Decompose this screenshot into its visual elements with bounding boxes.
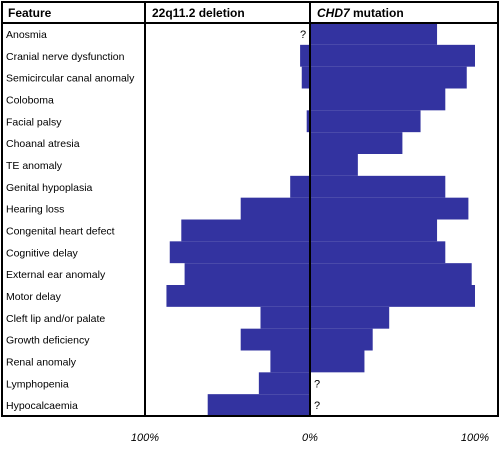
- header-22q11: 22q11.2 deletion: [152, 6, 245, 20]
- outer-border: [1, 1, 499, 417]
- bar-22q-17: [258, 372, 310, 395]
- unknown-marker: ?: [314, 400, 320, 412]
- feature-label: Renal anomaly: [6, 356, 77, 368]
- feature-label: Hypocalcaemia: [6, 400, 78, 412]
- bar-chd7-10: [310, 219, 438, 242]
- header-chd7-gene: CHD7: [317, 6, 351, 20]
- feature-label: Genital hypoplasia: [6, 182, 93, 194]
- bar-22q-9: [240, 197, 310, 220]
- bar-chd7-12: [310, 263, 472, 285]
- bar-chd7-7: [310, 154, 358, 176]
- feature-label: External ear anomaly: [6, 269, 106, 281]
- unknown-marker: ?: [314, 378, 320, 390]
- feature-label: Hearing loss: [6, 204, 64, 216]
- feature-label: Congenital heart defect: [6, 225, 115, 237]
- feature-label: Cranial nerve dysfunction: [6, 51, 125, 63]
- bar-chd7-13: [310, 285, 475, 307]
- bar-22q-16: [270, 350, 310, 373]
- bar-chd7-9: [310, 197, 469, 220]
- feature-label: Cognitive delay: [6, 247, 79, 259]
- bar-22q-10: [181, 219, 310, 242]
- bars-layer: [166, 23, 475, 416]
- feature-label: Choanal atresia: [6, 138, 80, 150]
- feature-label: Facial palsy: [6, 116, 62, 128]
- tick-left-100: 100%: [131, 432, 159, 444]
- bar-22q-5: [306, 110, 310, 133]
- bar-22q-13: [166, 285, 310, 307]
- bar-chd7-6: [310, 132, 403, 154]
- header-chd7: CHD7 mutation: [317, 6, 404, 20]
- bar-chd7-11: [310, 241, 446, 264]
- unknown-marker: ?: [300, 29, 306, 41]
- bar-chd7-16: [310, 350, 365, 373]
- header-feature: Feature: [8, 6, 52, 20]
- bar-22q-15: [240, 328, 310, 351]
- tick-center-0: 0%: [302, 432, 318, 444]
- feature-label: Lymphopenia: [6, 378, 69, 390]
- bar-chd7-4: [310, 88, 446, 111]
- feature-label: Coloboma: [6, 94, 54, 106]
- header-chd7-suffix: mutation: [350, 6, 404, 20]
- bar-22q-18: [207, 394, 310, 416]
- bar-22q-14: [260, 306, 310, 329]
- bar-22q-11: [169, 241, 310, 264]
- bar-chd7-1: [310, 23, 438, 45]
- feature-label: Growth deficiency: [6, 335, 90, 347]
- feature-label: Anosmia: [6, 29, 47, 41]
- feature-label: Motor delay: [6, 291, 62, 303]
- bar-chd7-2: [310, 44, 475, 67]
- bar-22q-8: [290, 175, 310, 198]
- feature-label: TE anomaly: [6, 160, 63, 172]
- labels-layer: Feature 22q11.2 deletion CHD7 mutation Anos…: [6, 6, 489, 444]
- bar-chd7-15: [310, 328, 373, 351]
- bar-chd7-5: [310, 110, 421, 133]
- grid-lines: [1, 1, 499, 417]
- bar-chd7-8: [310, 175, 446, 198]
- bar-22q-2: [300, 44, 310, 67]
- bar-22q-3: [301, 66, 310, 89]
- tick-right-100: 100%: [461, 432, 489, 444]
- bar-chd7-3: [310, 66, 467, 89]
- bar-22q-12: [184, 263, 310, 285]
- bar-chd7-14: [310, 306, 390, 329]
- feature-label: Semicircular canal anomaly: [6, 73, 135, 85]
- feature-label: Cleft lip and/or palate: [6, 313, 105, 325]
